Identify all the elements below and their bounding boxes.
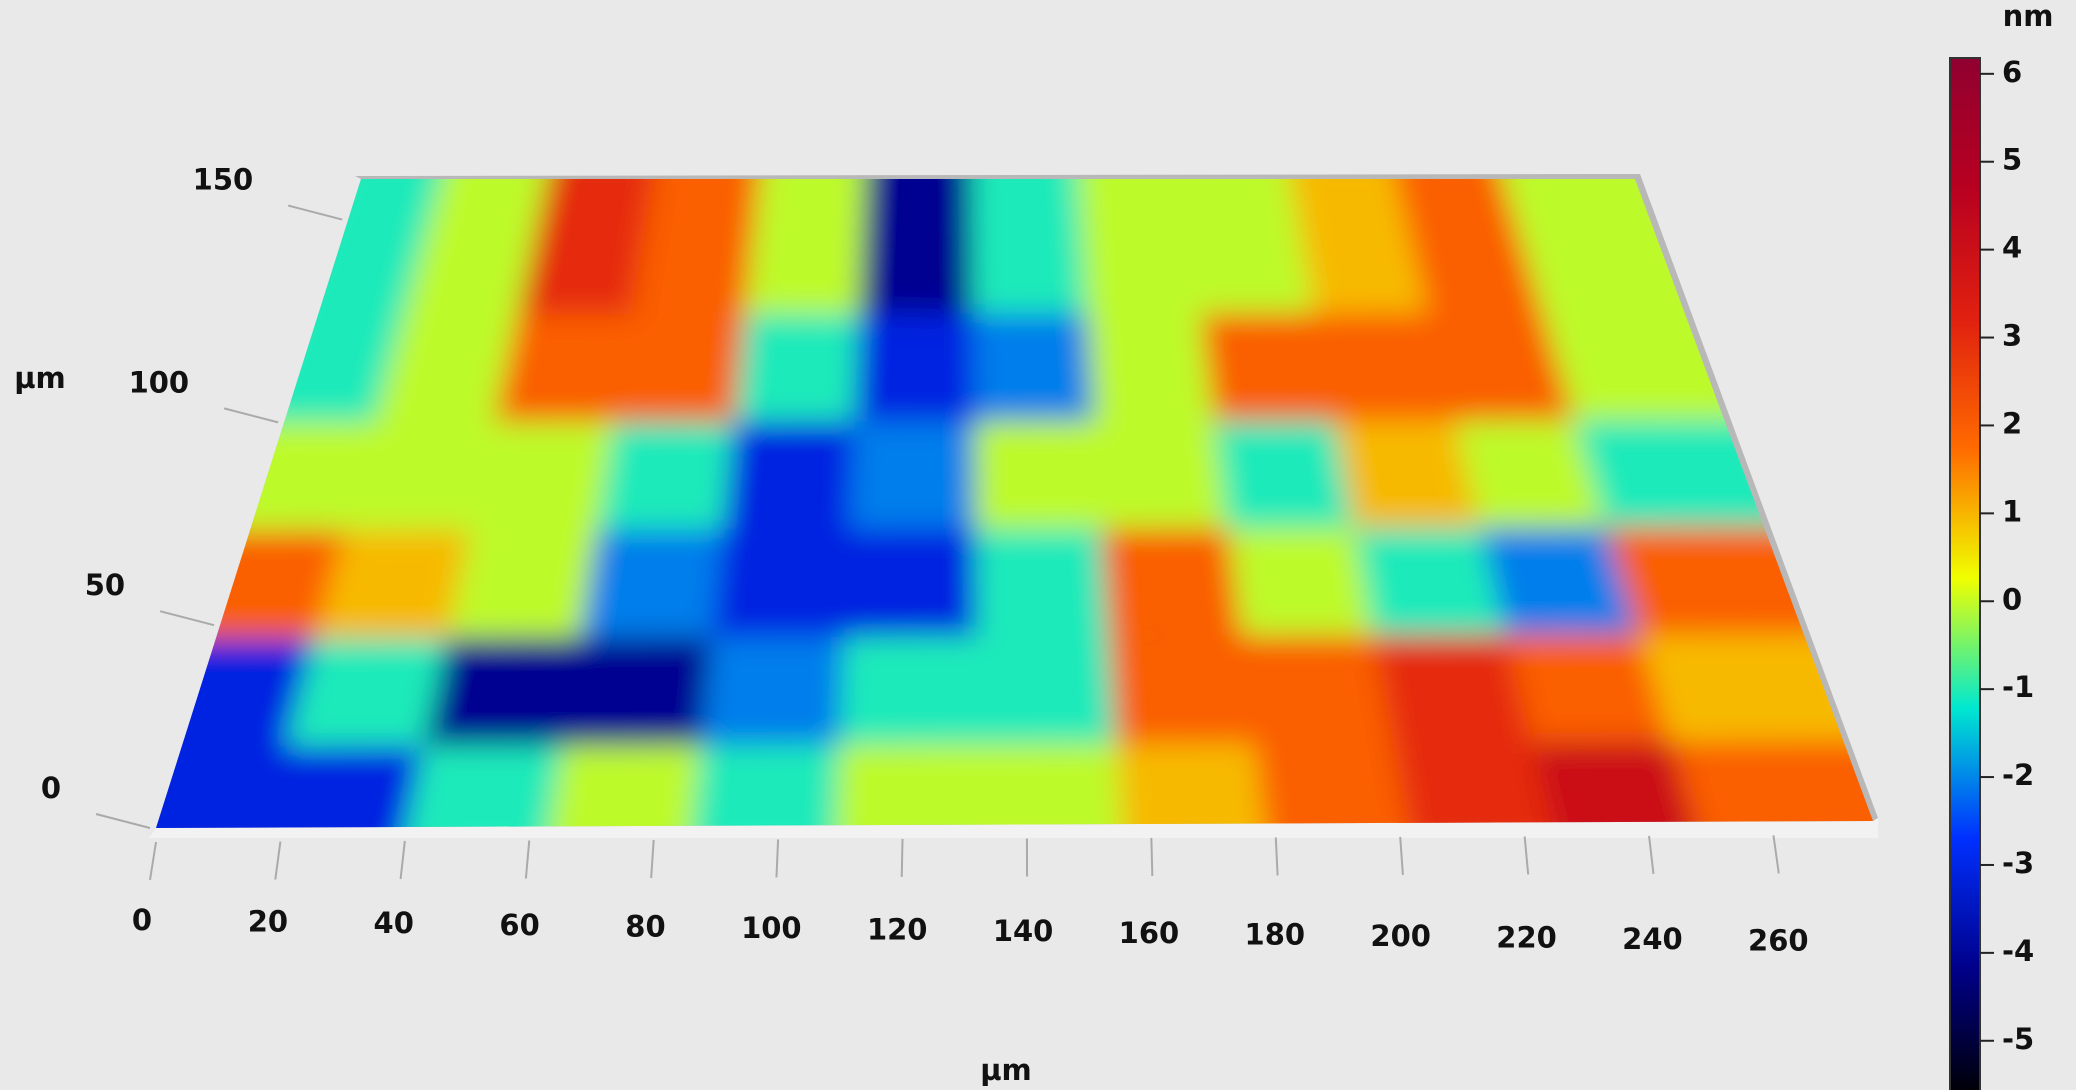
x-axis-label: µm: [980, 1053, 1032, 1087]
x-tick-label: 180: [1245, 917, 1306, 951]
y-tick-label: 0: [41, 771, 61, 805]
colorbar-label: nm: [2003, 0, 2054, 33]
x-tick-label: 20: [248, 905, 288, 939]
x-tick-label: 240: [1622, 922, 1683, 956]
colorbar-tick-label: 3: [2002, 319, 2022, 353]
colorbar-tick-label: 1: [2002, 494, 2022, 528]
colorbar: [1949, 57, 1981, 1090]
x-tick: [775, 839, 780, 878]
x-tick: [1150, 837, 1154, 876]
x-tick: [1648, 835, 1655, 875]
x-tick: [1274, 837, 1279, 876]
y-tick: [95, 813, 151, 829]
y-tick: [287, 204, 343, 221]
y-tick: [223, 407, 279, 424]
x-tick: [399, 840, 406, 880]
x-tick: [274, 841, 282, 880]
surface: [156, 179, 1873, 828]
y-tick-label: 150: [193, 163, 254, 197]
colorbar-tick-label: -5: [2002, 1022, 2034, 1056]
colorbar-tick-label: 0: [2002, 582, 2022, 616]
x-tick-label: 140: [993, 914, 1054, 948]
colorbar-tick-label: -2: [2002, 758, 2034, 792]
x-tick-label: 220: [1496, 921, 1557, 955]
colorbar-tick-label: 2: [2002, 406, 2022, 440]
x-tick-label: 120: [867, 913, 928, 947]
y-axis-label: µm: [14, 361, 66, 395]
x-tick-label: 40: [374, 906, 414, 940]
x-tick-label: 160: [1119, 916, 1180, 950]
colorbar-tick-label: 6: [2002, 55, 2022, 89]
colorbar-tick-label: 4: [2002, 231, 2022, 265]
x-tick: [900, 838, 904, 877]
x-tick-label: 260: [1748, 924, 1809, 958]
x-tick: [650, 839, 655, 879]
x-tick-label: 200: [1370, 919, 1431, 953]
y-tick-label: 100: [129, 365, 190, 399]
colorbar-tick-label: -4: [2002, 934, 2034, 968]
y-tick: [159, 610, 215, 627]
x-tick-label: 0: [132, 903, 152, 937]
colorbar-tick-label: -3: [2002, 846, 2034, 880]
x-tick: [149, 841, 157, 881]
x-tick-label: 80: [625, 909, 665, 943]
x-tick-label: 60: [499, 908, 539, 942]
x-tick: [524, 840, 531, 879]
plate-front: [148, 818, 1878, 838]
colorbar-tick-label: -1: [2002, 670, 2034, 704]
x-tick: [1399, 836, 1404, 875]
x-tick-label: 100: [741, 911, 802, 945]
colorbar-tick-label: 5: [2002, 143, 2022, 177]
x-tick: [1772, 835, 1780, 874]
x-tick: [1523, 836, 1530, 875]
y-tick-label: 50: [85, 568, 125, 602]
